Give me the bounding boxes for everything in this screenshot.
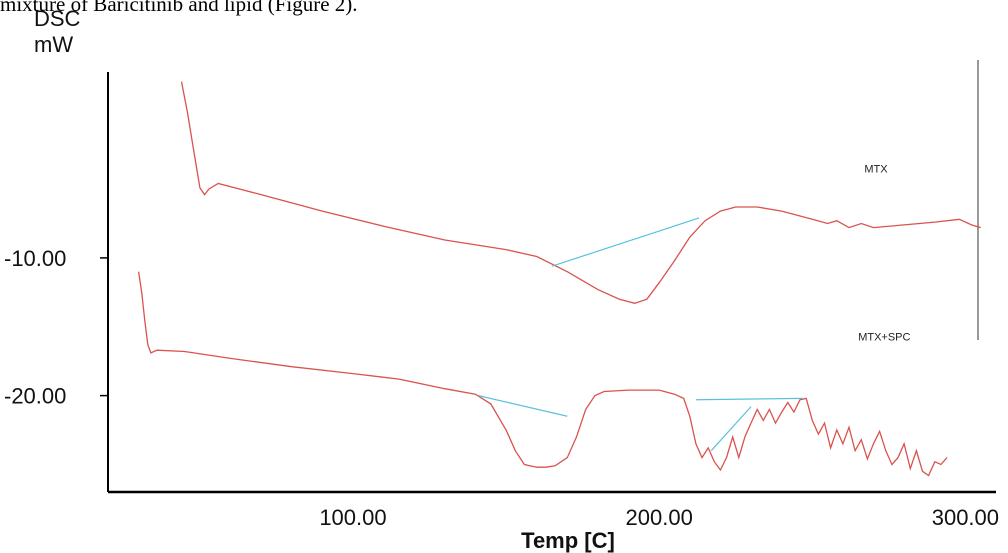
data-series: [137, 81, 981, 477]
y-axis-label-line2: mW: [34, 32, 73, 57]
x-tick-label: 100.00: [319, 505, 386, 530]
x-tick-labels: 100.00 200.00 300.00: [319, 505, 999, 530]
series-line-mtx: [180, 81, 981, 304]
y-tick-label: -20.00: [4, 384, 66, 409]
curve-annotation: MTX: [864, 164, 888, 176]
series-line-mtx-spc: [137, 271, 948, 477]
chart-axes: [107, 60, 996, 494]
x-tick-label: 200.00: [626, 505, 693, 530]
x-tick-label: 300.00: [932, 505, 999, 530]
y-axis-label-line1: DSC: [34, 6, 81, 31]
baseline-segment: [478, 395, 568, 417]
x-axis-label: Temp [C]: [521, 528, 615, 553]
baseline-lines: [478, 217, 804, 452]
y-tick-labels: -10.00 -20.00: [4, 246, 108, 409]
baseline-segment: [551, 217, 700, 267]
curve-annotations: MTX MTX+SPC: [858, 164, 910, 344]
caption-text: mixture of Baricitinib and lipid (Figure…: [0, 0, 358, 16]
y-tick-label: -10.00: [4, 246, 66, 271]
baseline-segment: [695, 397, 804, 401]
curve-annotation: MTX+SPC: [858, 332, 910, 344]
baseline-segment: [710, 406, 752, 452]
